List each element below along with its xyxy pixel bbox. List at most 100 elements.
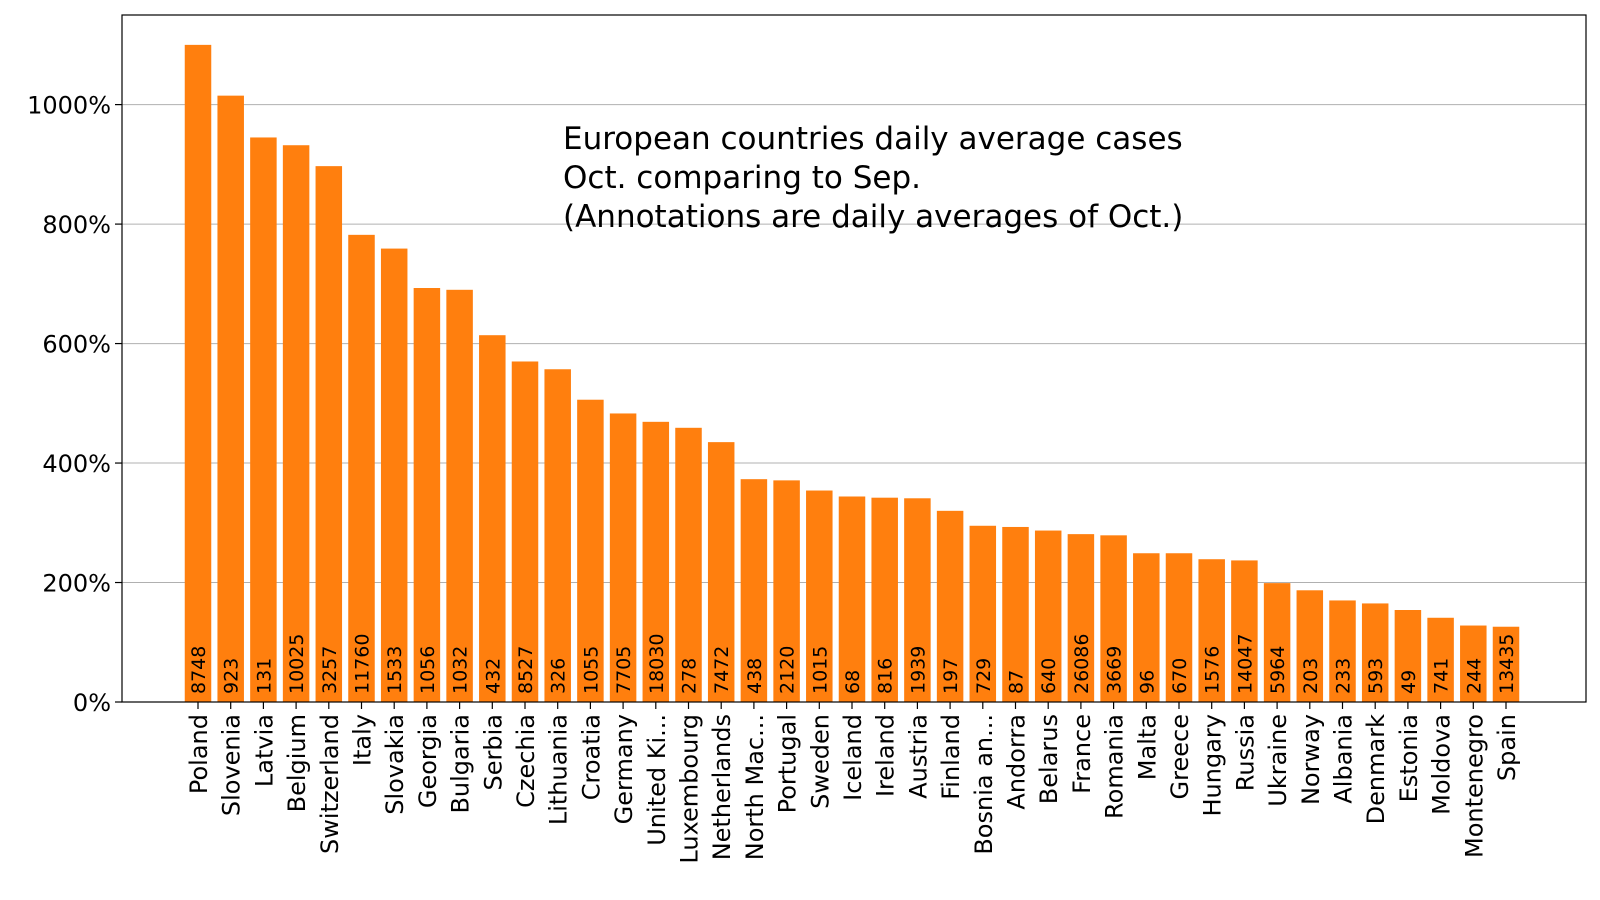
y-tick-label: 400% — [42, 450, 111, 478]
x-tick-label: Russia — [1231, 714, 1259, 791]
x-tick-label: Czechia — [512, 714, 540, 808]
bar-annotation: 278 — [679, 658, 701, 694]
bar — [1460, 625, 1487, 702]
bar-annotation: 1533 — [384, 646, 406, 694]
x-tick-label: Switzerland — [316, 714, 344, 854]
bar — [413, 288, 441, 702]
bar-annotation: 670 — [1169, 658, 1191, 694]
bar-annotation: 8527 — [515, 646, 537, 694]
bar — [642, 421, 670, 702]
x-tick-label: Italy — [349, 714, 377, 766]
bar-annotation: 14047 — [1234, 634, 1256, 694]
bar-annotation: 203 — [1300, 658, 1322, 694]
bar-annotation: 11760 — [352, 634, 374, 694]
bar-annotation: 2120 — [777, 646, 799, 694]
bar — [1002, 526, 1029, 702]
bar — [1394, 610, 1422, 702]
bar — [936, 510, 964, 702]
x-tick-label: Sweden — [806, 714, 834, 809]
bar — [348, 234, 375, 702]
bar — [969, 525, 997, 702]
y-tick-label: 200% — [42, 570, 111, 598]
bar — [446, 289, 473, 702]
y-tick-label: 0% — [73, 689, 111, 717]
bar — [806, 490, 833, 702]
x-tick-label: Finland — [937, 714, 965, 800]
bar — [609, 413, 637, 702]
x-tick-label: Montenegro — [1460, 714, 1488, 858]
bar-annotation: 640 — [1038, 658, 1060, 694]
bar-annotation: 1055 — [580, 646, 602, 694]
x-tick-label: Estonia — [1395, 714, 1423, 802]
bar-annotation: 87 — [1006, 670, 1028, 694]
chart-title: European countries daily average cases Oc… — [563, 121, 1183, 235]
bar-annotation: 233 — [1333, 658, 1355, 694]
bar — [1361, 603, 1389, 702]
bar-annotation: 131 — [253, 658, 275, 694]
x-tick-label: Andorra — [1003, 714, 1031, 810]
x-tick-label: Portugal — [774, 714, 802, 813]
x-axis: Poland Slovenia Latvia Belgium Switzerland It… — [185, 702, 1521, 864]
bar — [577, 399, 604, 702]
bar-annotation: 326 — [548, 658, 570, 694]
x-tick-label: Albania — [1330, 714, 1358, 804]
bar-annotation: 49 — [1398, 670, 1420, 694]
bar — [315, 166, 343, 702]
x-tick-label: Belarus — [1035, 714, 1063, 804]
bar — [479, 335, 506, 702]
bar-annotations: 8748 923 131 10025 3257 11760 1533 1056 1032 432 8… — [188, 634, 1518, 694]
bar-annotation: 244 — [1463, 658, 1485, 694]
bar — [380, 248, 408, 702]
x-tick-label: Slovakia — [381, 714, 409, 815]
bars — [184, 44, 1520, 702]
x-tick-label: Bulgaria — [447, 714, 475, 814]
bar-annotation: 438 — [744, 658, 766, 694]
bar-annotation: 3669 — [1104, 646, 1126, 694]
x-tick-label: North Mac... — [741, 714, 769, 860]
x-tick-label: Bosnia an... — [970, 714, 998, 855]
bar-annotation: 1056 — [417, 646, 439, 694]
bar-annotation: 816 — [875, 658, 897, 694]
bar — [1492, 626, 1520, 702]
plot-frame — [121, 14, 1587, 703]
bar-annotation: 8748 — [188, 646, 210, 694]
x-tick-label: Ireland — [872, 714, 900, 797]
bar — [1329, 600, 1356, 702]
x-tick-label: Slovenia — [218, 714, 246, 816]
bar — [511, 361, 539, 702]
chart-title-line: European countries daily average cases — [563, 121, 1183, 157]
bar-annotation: 432 — [482, 658, 504, 694]
bar-annotation: 1032 — [450, 646, 472, 694]
bar — [675, 427, 702, 702]
bar-annotation: 1576 — [1202, 646, 1224, 694]
bar-annotation: 197 — [940, 658, 962, 694]
chart-title-line: (Annotations are daily averages of Oct.) — [563, 199, 1183, 235]
bar-annotation: 68 — [842, 670, 864, 694]
x-tick-label: Denmark — [1362, 714, 1390, 824]
bar — [1034, 530, 1062, 702]
x-tick-label: Lithuania — [545, 714, 573, 825]
y-tick-label: 800% — [42, 211, 111, 239]
x-tick-label: Greece — [1166, 714, 1194, 799]
x-tick-label: Spain — [1493, 714, 1521, 781]
bar-annotation: 7705 — [613, 646, 635, 694]
x-tick-label: Luxembourg — [676, 714, 704, 864]
x-tick-label: Netherlands — [708, 714, 736, 860]
x-tick-label: Norway — [1297, 714, 1325, 805]
bar-annotation: 1015 — [809, 646, 831, 694]
bar-annotation: 13435 — [1496, 634, 1518, 694]
bar — [838, 496, 866, 702]
bar-annotation: 923 — [221, 658, 243, 694]
x-tick-label: Malta — [1133, 714, 1161, 780]
bar — [1198, 559, 1225, 702]
y-tick-label: 1000% — [27, 92, 111, 120]
y-axis: 0% 200% 400% 600% 800% 1000% — [27, 92, 122, 717]
bar — [1100, 535, 1127, 702]
bar — [1133, 553, 1160, 702]
bar-annotation: 7472 — [711, 646, 733, 694]
x-tick-label: France — [1068, 714, 1096, 794]
x-tick-label: United Ki... — [643, 714, 671, 846]
y-tick-label: 600% — [42, 331, 111, 359]
x-tick-label: Hungary — [1199, 714, 1227, 816]
bar — [217, 95, 244, 702]
